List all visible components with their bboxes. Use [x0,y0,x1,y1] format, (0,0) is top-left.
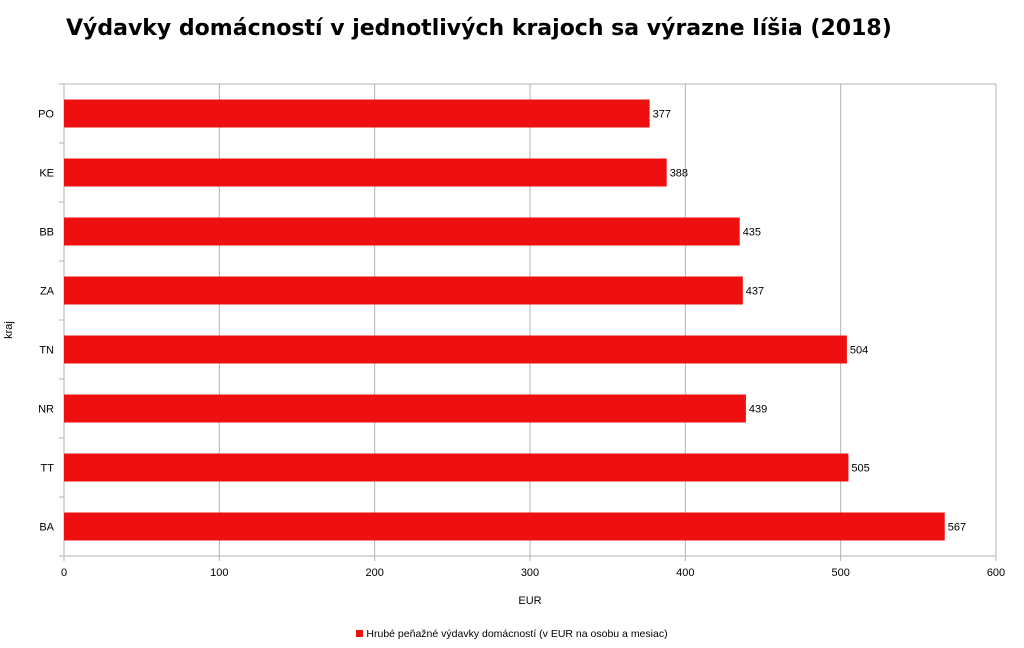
bar [64,512,945,541]
data-label: 504 [850,345,868,357]
y-tick-label: KE [39,168,54,180]
data-label: 388 [670,168,688,180]
data-label: 437 [746,286,764,298]
chart-title: Výdavky domácností v jednotlivých krajoc… [66,16,892,41]
gridlines [63,83,997,556]
bar [64,335,847,364]
y-tick-label: TT [41,463,55,475]
y-tick-label: NR [38,404,54,416]
data-labels: 377 388 435 437 504 439 505 567 [653,109,966,534]
x-tick-label: 400 [676,567,694,579]
data-label: 567 [948,522,966,534]
y-tick-label: TN [39,345,54,357]
x-tick-label: 100 [210,567,228,579]
bar [64,394,746,423]
y-tick-label: BA [39,522,54,534]
y-tick-label: PO [38,109,54,121]
bar [64,158,667,187]
y-axis-label: kraj [3,321,15,339]
data-label: 439 [749,404,767,416]
x-axis-label: EUR [518,595,541,607]
y-tick-label: BB [39,227,54,239]
data-label: 377 [653,109,671,121]
x-tick-label: 200 [365,567,383,579]
x-tick-label: 0 [61,567,67,579]
bar [64,217,740,246]
x-tick-label: 300 [521,567,539,579]
bar [64,276,743,305]
bar [64,453,849,482]
legend-swatch [356,629,364,637]
data-label: 505 [851,463,869,475]
bar [64,99,650,128]
legend: Hrubé peňažné výdavky domácností (v EUR … [0,628,1024,640]
x-tick-label: 600 [987,567,1005,579]
axes: 0 100 200 300 400 500 600 PO KE BB ZA TN NR TT BA [38,83,1005,579]
legend-label: Hrubé peňažné výdavky domácností (v EUR … [366,628,668,640]
y-tick-label: ZA [40,286,55,298]
x-tick-label: 500 [831,567,849,579]
data-label: 435 [743,227,761,239]
bars [64,99,945,541]
